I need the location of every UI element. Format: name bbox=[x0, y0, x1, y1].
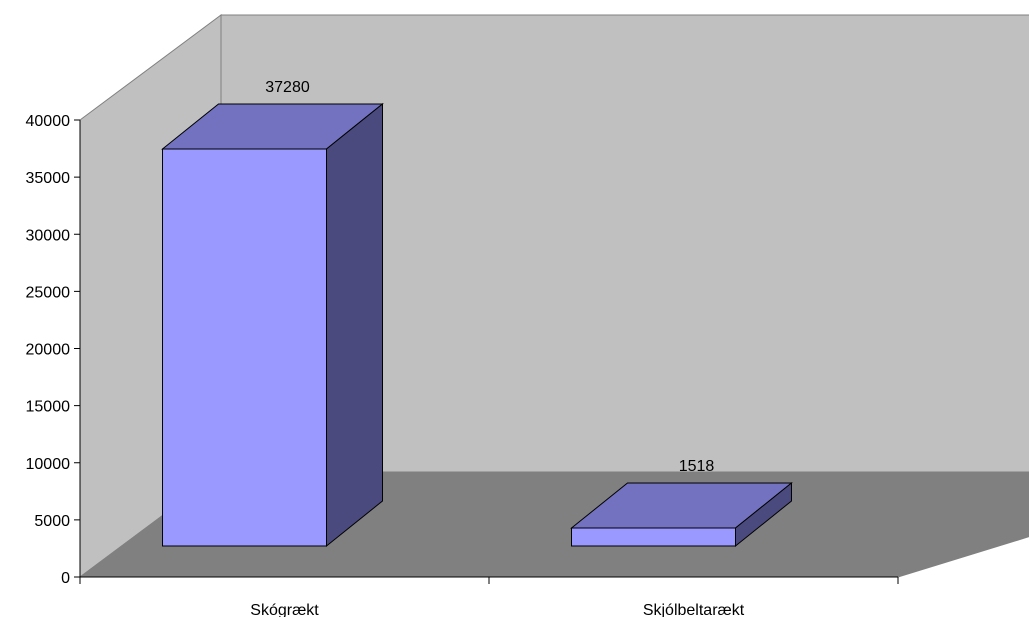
bar-front bbox=[571, 527, 736, 547]
y-tick-label: 20000 bbox=[26, 342, 71, 359]
y-tick-label: 25000 bbox=[26, 284, 71, 301]
x-axis: Skógrækt Skjólbeltarækt bbox=[79, 576, 899, 617]
data-labels: 37280 1518 bbox=[265, 79, 714, 475]
data-label: 37280 bbox=[265, 79, 310, 96]
bar-2 bbox=[570, 481, 793, 548]
y-tick-label: 5000 bbox=[34, 513, 70, 530]
bar-1 bbox=[161, 102, 384, 548]
y-tick-label: 10000 bbox=[26, 456, 71, 473]
category-label: Skógrækt bbox=[250, 602, 319, 617]
y-tick-label: 0 bbox=[61, 570, 70, 587]
y-tick-label: 30000 bbox=[26, 227, 71, 244]
category-label: Skjólbeltarækt bbox=[643, 602, 745, 617]
y-axis: 0 5000 10000 15000 20000 25000 30000 35000 40000 bbox=[26, 113, 81, 587]
y-tick-label: 35000 bbox=[26, 170, 71, 187]
bars bbox=[161, 102, 793, 548]
y-tick-label: 15000 bbox=[26, 399, 71, 416]
data-label: 1518 bbox=[679, 458, 715, 475]
bar-front bbox=[162, 148, 327, 547]
y-tick-label: 40000 bbox=[26, 113, 71, 130]
bar-side bbox=[735, 481, 792, 548]
bar-side bbox=[326, 102, 383, 548]
